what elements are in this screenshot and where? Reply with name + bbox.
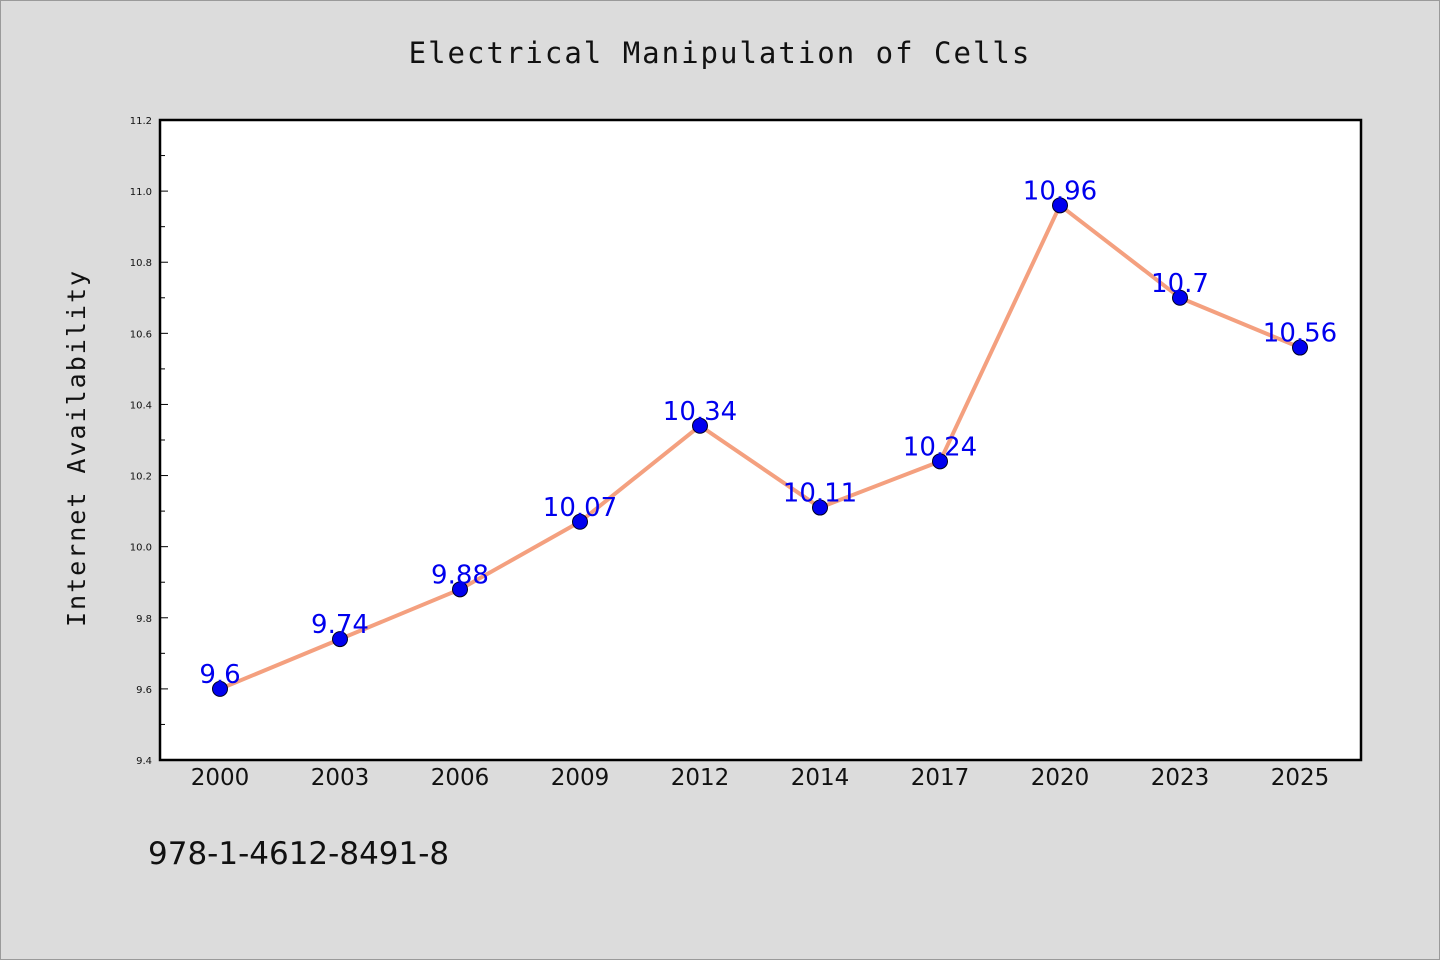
y-tick-label: 11.2 [130,116,152,127]
x-tick-label: 2003 [311,765,370,791]
x-axis: 2000 2003 2006 2009 2012 2014 2017 2020 2023 2025 [191,765,1330,791]
y-tick-label: 10.0 [130,543,152,554]
data-point [572,513,588,530]
series-line [218,203,1302,691]
y-tick-label: 9.4 [136,756,152,767]
y-tick-label: 10.4 [130,400,152,411]
chart-title: Electrical Manipulation of Cells [409,36,1032,70]
y-axis-label: Internet Availability [62,269,91,627]
x-tick-label: 2017 [911,765,970,791]
plot-area [158,118,1363,762]
data-label: 9.74 [311,610,369,640]
data-label: 10.7 [1151,269,1209,299]
data-point [692,417,708,434]
y-tick-label: 11.0 [130,187,152,198]
data-label: 9.6 [199,660,240,690]
x-tick-label: 2025 [1271,765,1330,791]
y-tick-label: 10.8 [130,258,152,269]
data-point [932,453,948,470]
data-point [212,680,228,697]
y-axis: 9.4 9.6 9.8 10.0 10.2 10.4 10.6 10.8 11.0 11.2 [130,116,168,767]
data-point [452,581,468,598]
data-label: 10.07 [543,493,617,523]
data-label: 10.96 [1023,176,1097,206]
x-tick-label: 2006 [431,765,490,791]
data-point [1052,197,1068,214]
data-label: 9.88 [431,560,489,590]
x-tick-label: 2014 [791,765,850,791]
data-label: 10.24 [903,432,977,462]
data-label: 10.56 [1263,319,1337,349]
x-tick-label: 2023 [1151,765,1210,791]
x-tick-label: 2020 [1031,765,1090,791]
x-tick-label: 2009 [551,765,610,791]
y-tick-label: 9.8 [136,614,152,625]
isbn-text: 978-1-4612-8491-8 [148,836,449,872]
data-point [1172,289,1188,306]
data-label: 10.11 [783,479,857,509]
data-point [812,499,828,516]
y-tick-label: 10.2 [130,472,152,483]
x-tick-label: 2000 [191,765,250,791]
data-point [332,631,348,648]
x-tick-label: 2012 [671,765,730,791]
series-layer: 9.6 9.74 9.88 10.07 10.34 10.11 10.24 10.96 10.7… [199,176,1337,697]
data-point [1292,339,1308,356]
y-tick-label: 9.6 [136,685,152,696]
data-label: 10.34 [663,397,737,427]
y-tick-label: 10.6 [130,329,152,340]
